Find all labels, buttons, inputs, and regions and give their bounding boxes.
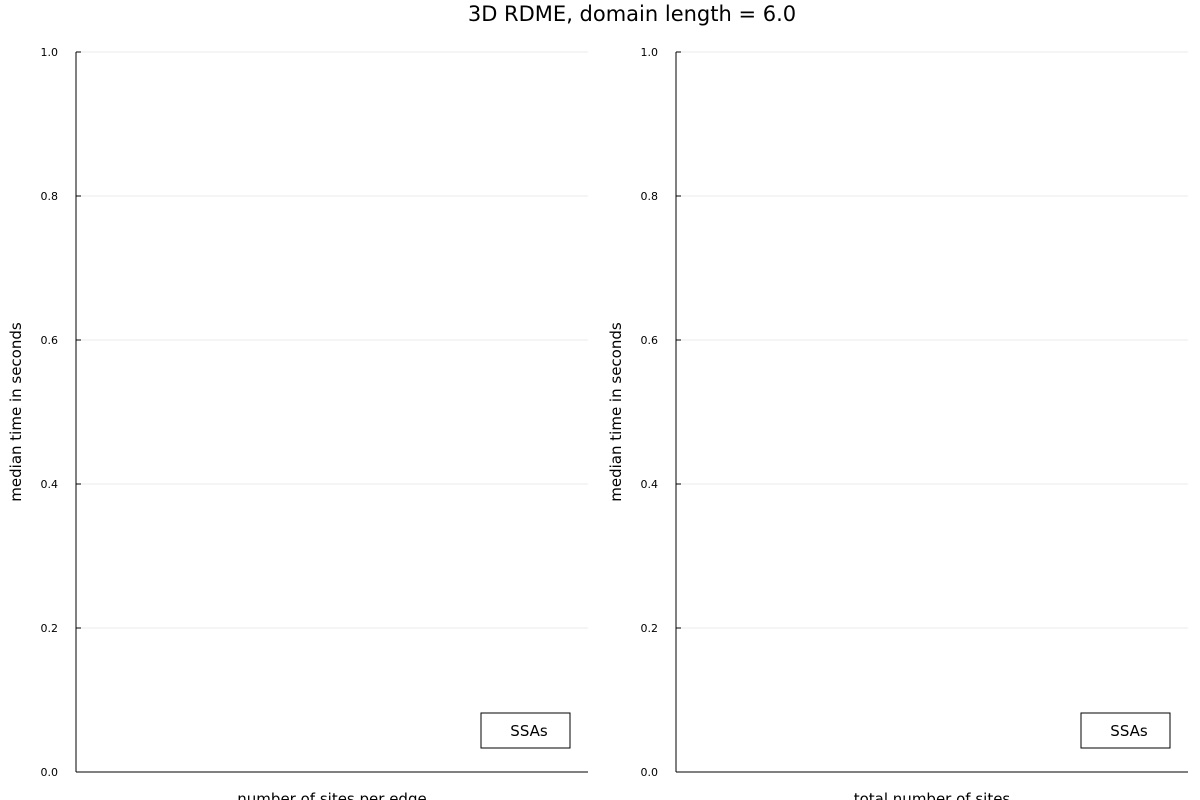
legend: SSAs bbox=[480, 712, 571, 749]
y-tick-label: 0.8 bbox=[41, 190, 59, 203]
y-tick-label: 0.0 bbox=[641, 766, 659, 779]
legend: SSAs bbox=[1080, 712, 1171, 749]
y-axis-label: median time in seconds bbox=[607, 322, 625, 502]
figure-title: 3D RDME, domain length = 6.0 bbox=[468, 2, 796, 26]
plot-panel-left: 0.0 0.2 0.4 0.6 0.8 1.0 number of sites per e… bbox=[7, 46, 588, 800]
y-tick-label: 0.8 bbox=[641, 190, 659, 203]
grid-lines bbox=[76, 51, 588, 773]
y-axis-label: median time in seconds bbox=[7, 322, 25, 502]
y-tick-label: 0.0 bbox=[41, 766, 59, 779]
y-ticks: 0.0 0.2 0.4 0.6 0.8 1.0 bbox=[641, 46, 681, 779]
legend-entry-ssas: SSAs bbox=[1110, 722, 1148, 740]
y-tick-label: 0.2 bbox=[41, 622, 59, 635]
x-axis-label: total number of sites bbox=[854, 790, 1011, 800]
legend-entry-ssas: SSAs bbox=[510, 722, 548, 740]
y-tick-label: 1.0 bbox=[41, 46, 59, 59]
plot-panel-right: 0.0 0.2 0.4 0.6 0.8 1.0 total number of sites… bbox=[607, 46, 1188, 800]
y-tick-label: 0.6 bbox=[41, 334, 59, 347]
y-tick-label: 0.2 bbox=[641, 622, 659, 635]
y-tick-label: 0.4 bbox=[641, 478, 659, 491]
y-tick-label: 0.6 bbox=[641, 334, 659, 347]
grid-lines bbox=[676, 51, 1188, 773]
legend-box bbox=[480, 712, 571, 749]
y-tick-label: 1.0 bbox=[641, 46, 659, 59]
legend-box bbox=[1080, 712, 1171, 749]
x-axis-label: number of sites per edge bbox=[237, 790, 426, 800]
y-ticks: 0.0 0.2 0.4 0.6 0.8 1.0 bbox=[41, 46, 81, 779]
y-tick-label: 0.4 bbox=[41, 478, 59, 491]
